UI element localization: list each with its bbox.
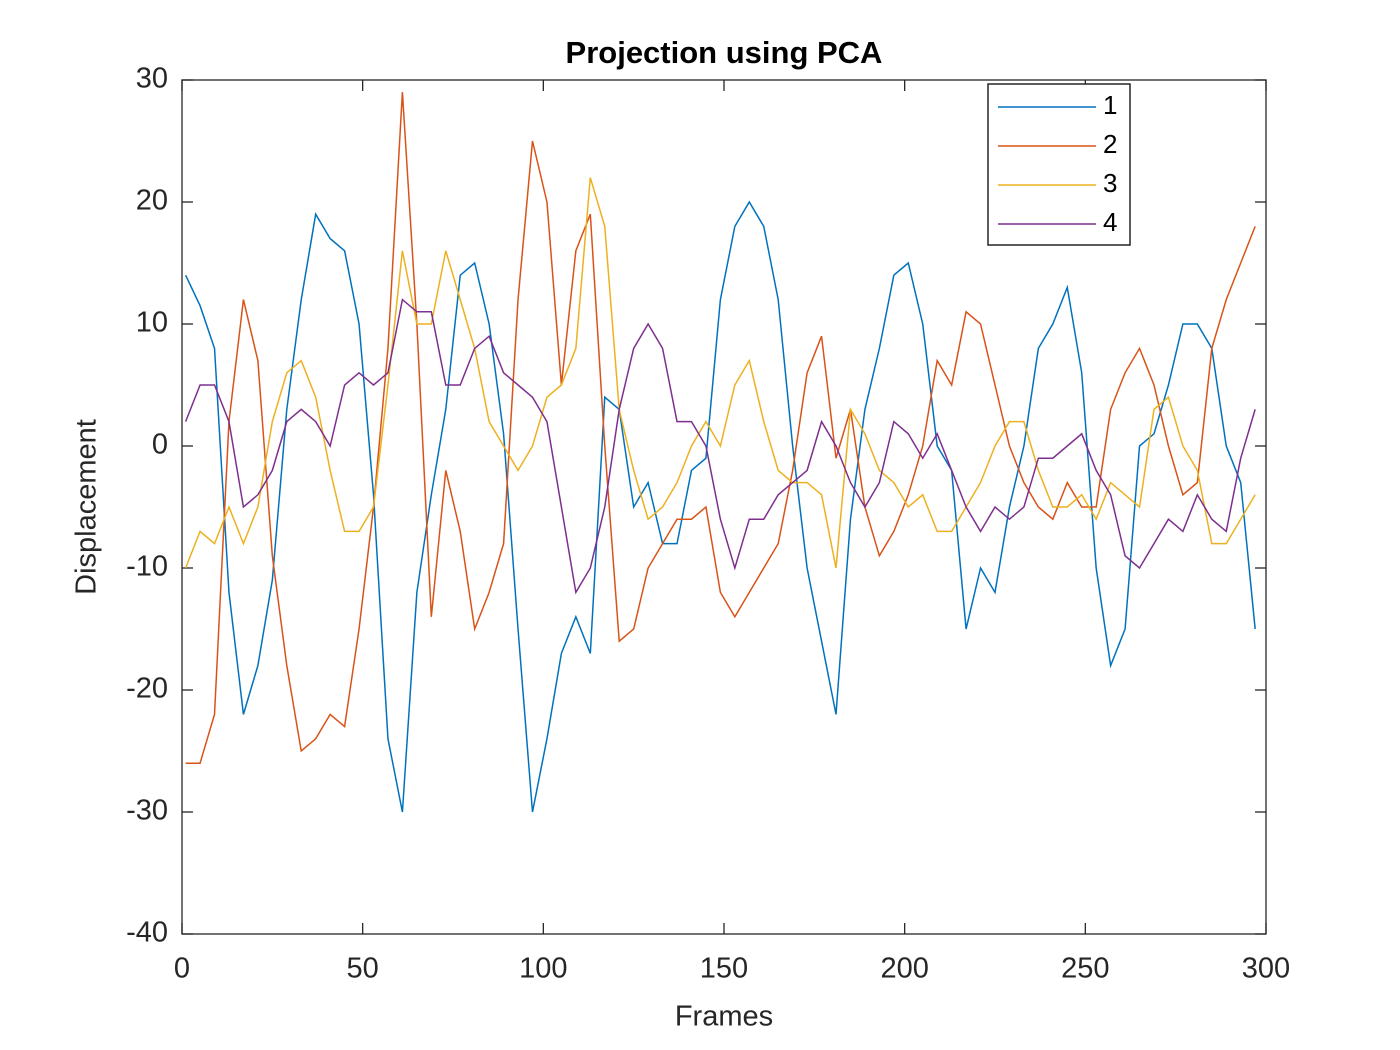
y-tick-label: -20 [126, 673, 168, 705]
y-tick-label: 20 [136, 185, 168, 217]
data-line [184, 200, 1256, 813]
legend-box [987, 83, 1131, 246]
y-tick-label: 10 [136, 307, 168, 339]
y-tick-label: 30 [136, 63, 168, 95]
x-tick-label: 100 [519, 953, 567, 985]
chart-title: Projection using PCA [566, 35, 883, 70]
x-tick-label: 200 [880, 953, 928, 985]
data-line [184, 298, 1256, 595]
legend-label: 1 [1103, 90, 1117, 120]
y-axis-label: Displacement [71, 419, 103, 595]
y-tick-label: -10 [126, 551, 168, 583]
y-tick-label: 0 [152, 429, 168, 461]
y-tick-label: -40 [126, 917, 168, 949]
x-axis-label: Frames [675, 1001, 773, 1033]
legend-label: 4 [1103, 207, 1117, 237]
legend-label: 3 [1103, 168, 1117, 198]
x-tick-label: 50 [347, 953, 379, 985]
x-tick-label: 150 [700, 953, 748, 985]
x-tick-label: 250 [1061, 953, 1109, 985]
x-tick-label: 0 [174, 953, 190, 985]
y-tick-label: -30 [126, 795, 168, 827]
legend-label: 2 [1103, 129, 1117, 159]
x-tick-label: 300 [1242, 953, 1290, 985]
data-line [184, 177, 1256, 569]
